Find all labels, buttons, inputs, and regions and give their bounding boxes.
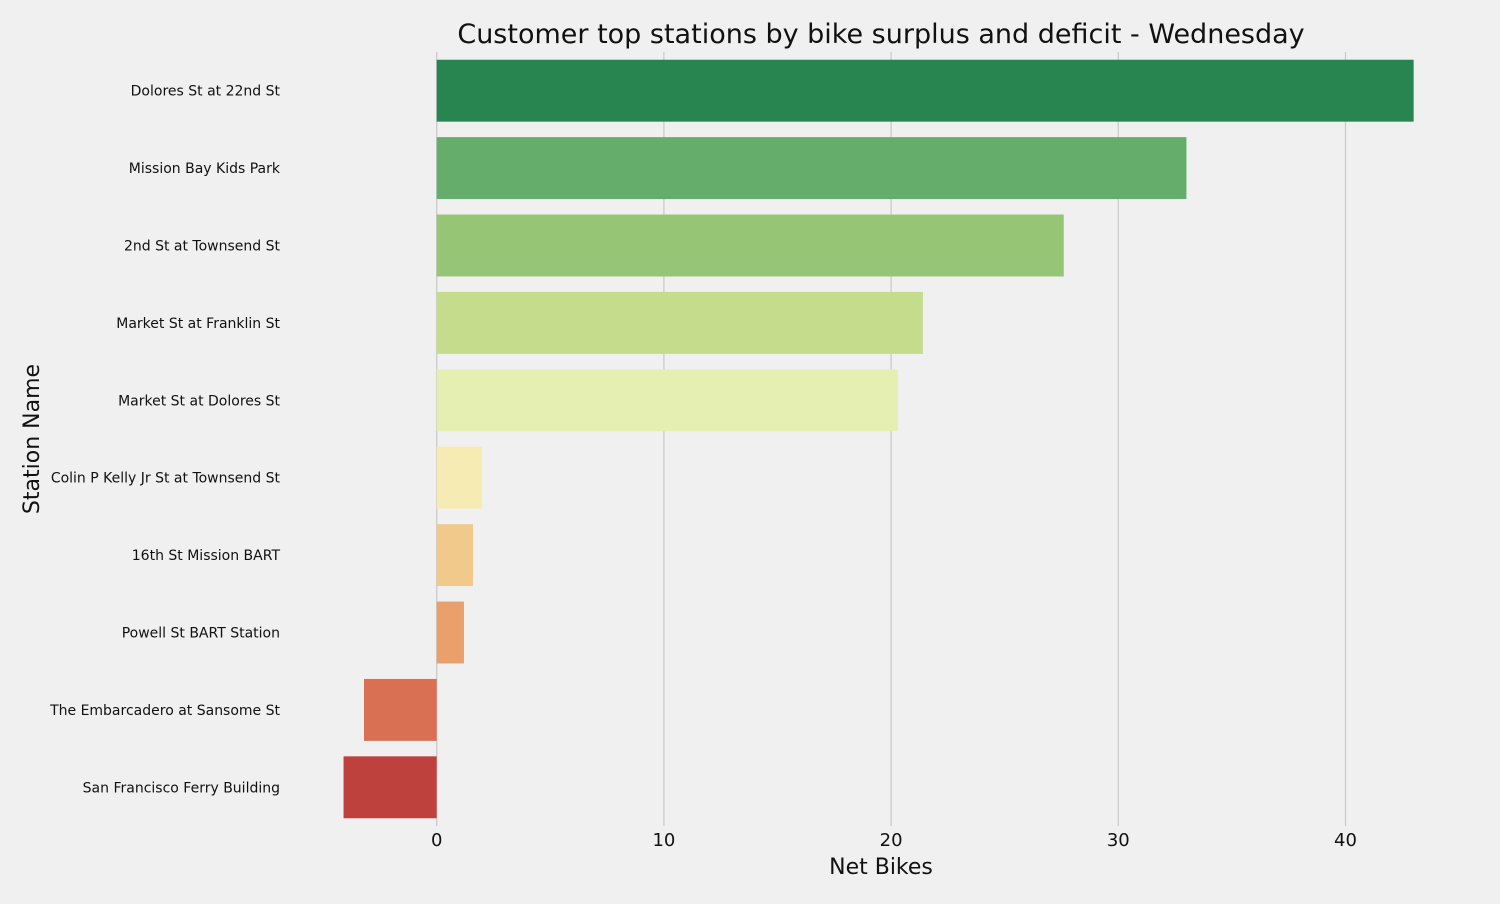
y-tick-label: The Embarcadero at Sansome St bbox=[49, 703, 280, 719]
y-tick-label: 16th St Mission BART bbox=[132, 548, 281, 564]
bar bbox=[436, 214, 1064, 277]
x-axis-label: Net Bikes bbox=[829, 855, 933, 880]
bar bbox=[436, 601, 464, 664]
y-tick-label: Mission Bay Kids Park bbox=[129, 161, 281, 177]
x-tick-label: 0 bbox=[431, 830, 442, 851]
y-tick-labels: Dolores St at 22nd St Mission Bay Kids Pa… bbox=[49, 84, 281, 797]
chart-title: Customer top stations by bike surplus an… bbox=[457, 19, 1304, 50]
y-tick-label: Colin P Kelly Jr St at Townsend St bbox=[51, 471, 281, 487]
x-tick-label: 40 bbox=[1334, 830, 1357, 851]
bar bbox=[436, 59, 1414, 122]
y-tick-label: 2nd St at Townsend St bbox=[124, 239, 281, 255]
bar bbox=[343, 756, 437, 819]
bar bbox=[436, 137, 1187, 200]
x-tick-label: 20 bbox=[880, 830, 903, 851]
y-tick-label: Market St at Dolores St bbox=[118, 393, 280, 409]
bar bbox=[436, 369, 898, 432]
y-tick-label: San Francisco Ferry Building bbox=[83, 780, 280, 796]
x-tick-labels: 0 10 20 30 40 bbox=[431, 830, 1357, 851]
bars bbox=[343, 59, 1414, 819]
y-axis-label: Station Name bbox=[20, 364, 45, 514]
y-tick-label: Market St at Franklin St bbox=[116, 316, 280, 332]
y-tick-label: Dolores St at 22nd St bbox=[131, 84, 281, 100]
bar bbox=[436, 291, 923, 354]
x-tick-label: 30 bbox=[1107, 830, 1130, 851]
bar bbox=[436, 524, 474, 587]
bar bbox=[436, 446, 483, 509]
y-tick-label: Powell St BART Station bbox=[122, 626, 280, 642]
x-tick-label: 10 bbox=[652, 830, 675, 851]
bar bbox=[363, 678, 437, 741]
